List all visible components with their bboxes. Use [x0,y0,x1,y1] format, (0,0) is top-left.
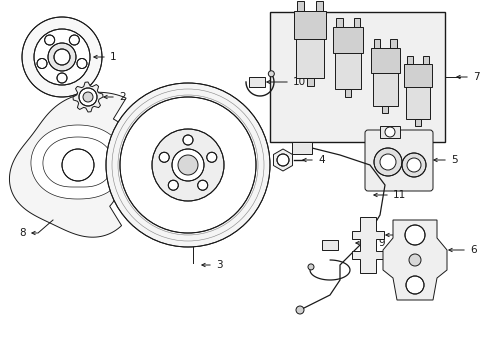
Bar [372,70,397,106]
Circle shape [183,135,193,145]
FancyBboxPatch shape [364,130,432,191]
Circle shape [384,127,394,137]
Bar [344,89,350,97]
Circle shape [152,129,224,201]
Bar [296,1,304,11]
Bar [293,11,325,39]
Bar [306,78,313,86]
Circle shape [34,29,90,85]
Polygon shape [273,149,292,171]
Text: 4: 4 [317,155,324,165]
Polygon shape [31,125,125,199]
Circle shape [22,17,102,97]
Polygon shape [9,92,132,237]
Bar [332,27,362,53]
Text: 8: 8 [20,228,26,238]
Bar [248,77,264,87]
Circle shape [83,92,93,102]
Circle shape [197,180,207,190]
Circle shape [62,149,94,181]
Bar [403,64,431,87]
Circle shape [79,88,97,106]
Circle shape [48,43,76,71]
Circle shape [295,306,304,314]
Bar [321,240,337,250]
Circle shape [120,97,256,233]
Circle shape [178,155,198,175]
Bar [422,55,428,64]
Circle shape [379,154,395,170]
Circle shape [69,35,79,45]
Bar [406,55,412,64]
Circle shape [206,152,216,162]
Circle shape [401,153,425,177]
Bar [405,85,429,119]
Circle shape [172,149,203,181]
Polygon shape [43,137,113,187]
Polygon shape [123,157,133,173]
Circle shape [406,158,420,172]
Circle shape [57,73,67,83]
Bar [291,142,311,154]
Text: 2: 2 [119,92,125,102]
Circle shape [54,49,70,65]
Text: 11: 11 [392,190,406,200]
Circle shape [168,180,178,190]
Circle shape [77,58,87,68]
Bar [370,48,399,73]
Bar [315,1,323,11]
Bar [269,12,444,142]
Polygon shape [351,217,383,273]
Circle shape [106,83,269,247]
Bar [295,36,324,78]
Circle shape [159,152,169,162]
Bar [414,119,420,126]
Polygon shape [73,82,103,112]
Circle shape [44,35,55,45]
Circle shape [373,148,401,176]
Text: 10: 10 [292,77,305,87]
Bar [334,51,360,89]
Bar [353,18,359,27]
Bar [335,18,342,27]
Bar [379,126,399,138]
Circle shape [307,264,313,270]
Text: 9: 9 [377,238,384,248]
Bar [373,39,379,48]
Text: 6: 6 [469,245,476,255]
Polygon shape [382,220,446,300]
Circle shape [276,154,288,166]
Circle shape [404,225,424,245]
Text: 3: 3 [216,260,222,270]
Circle shape [268,71,274,77]
Circle shape [405,276,423,294]
Text: 12: 12 [408,230,421,240]
Text: 7: 7 [472,72,479,82]
Bar [381,106,387,113]
Bar [389,39,396,48]
Circle shape [37,58,47,68]
Text: 1: 1 [110,52,116,62]
Text: 5: 5 [450,155,457,165]
Circle shape [408,254,420,266]
